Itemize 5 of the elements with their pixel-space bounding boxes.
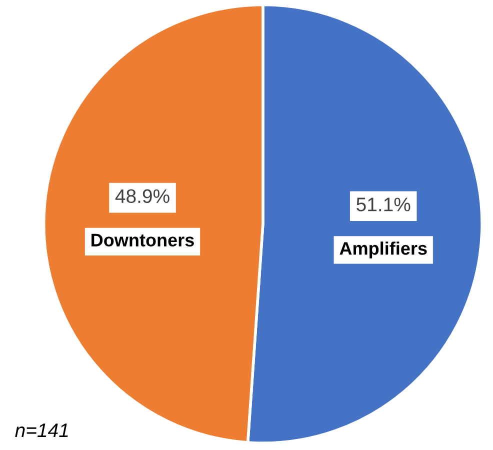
data-label: 48.9% (115, 189, 170, 204)
slice-label: Downtoners (92, 234, 194, 246)
slice-label: Amplifiers (340, 242, 427, 258)
text: n=141 (15, 424, 68, 437)
data-label: 51.1% (356, 198, 410, 212)
